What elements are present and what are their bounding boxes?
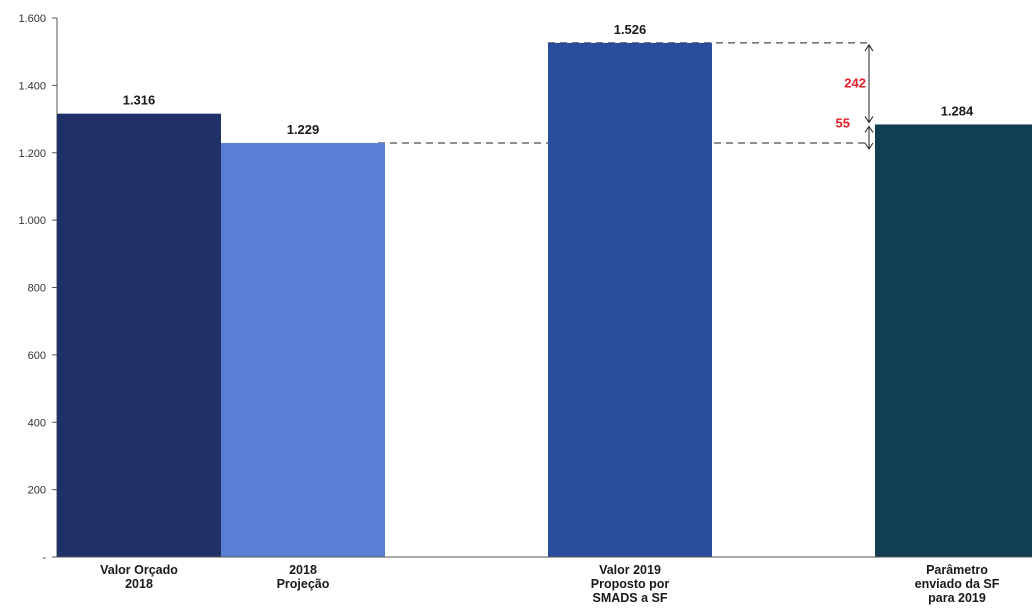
difference-arrow bbox=[864, 44, 874, 124]
bars: 1.316 1.229 1.526 1.284 bbox=[57, 22, 1032, 558]
y-tick-label: 1.600 bbox=[18, 13, 46, 25]
bar bbox=[548, 42, 712, 557]
y-tick-label: 1.200 bbox=[18, 148, 46, 160]
y-tick-label: 1.400 bbox=[18, 80, 46, 92]
data-label: 1.284 bbox=[941, 103, 974, 118]
difference-arrow bbox=[864, 125, 874, 150]
y-tick-label: 200 bbox=[28, 485, 46, 497]
x-tick-label: Valor Orçado bbox=[100, 563, 178, 577]
y-tick-label: 1.000 bbox=[18, 215, 46, 227]
x-tick-label: enviado da SF bbox=[915, 577, 1000, 591]
x-tick-label: Proposto por bbox=[591, 577, 670, 591]
y-axis: - 200 400 600 800 1.000 1.200 1.400 1.600 bbox=[18, 13, 58, 564]
x-tick-label: para 2019 bbox=[928, 591, 986, 605]
y-tick-label: 600 bbox=[28, 350, 46, 362]
bar bbox=[875, 124, 1032, 557]
x-tick-label: Valor 2019 bbox=[599, 563, 661, 577]
x-tick-label: 2018 bbox=[125, 577, 153, 591]
y-tick-label: 400 bbox=[28, 417, 46, 429]
difference-label: 55 bbox=[836, 115, 850, 130]
y-tick-label: 800 bbox=[28, 283, 46, 295]
bar bbox=[57, 113, 221, 558]
x-tick-label: 2018 bbox=[289, 563, 317, 577]
x-tick-label: SMADS a SF bbox=[592, 591, 667, 605]
bar bbox=[221, 142, 385, 557]
data-label: 1.229 bbox=[287, 122, 320, 137]
x-tick-label: Projeção bbox=[277, 577, 330, 591]
y-tick-label: - bbox=[42, 552, 46, 564]
x-tick-label: Parâmetro bbox=[926, 563, 988, 577]
data-label: 1.526 bbox=[614, 22, 647, 37]
difference-label: 242 bbox=[844, 76, 866, 91]
data-label: 1.316 bbox=[123, 93, 156, 108]
annotations: 242 55 bbox=[836, 44, 874, 150]
